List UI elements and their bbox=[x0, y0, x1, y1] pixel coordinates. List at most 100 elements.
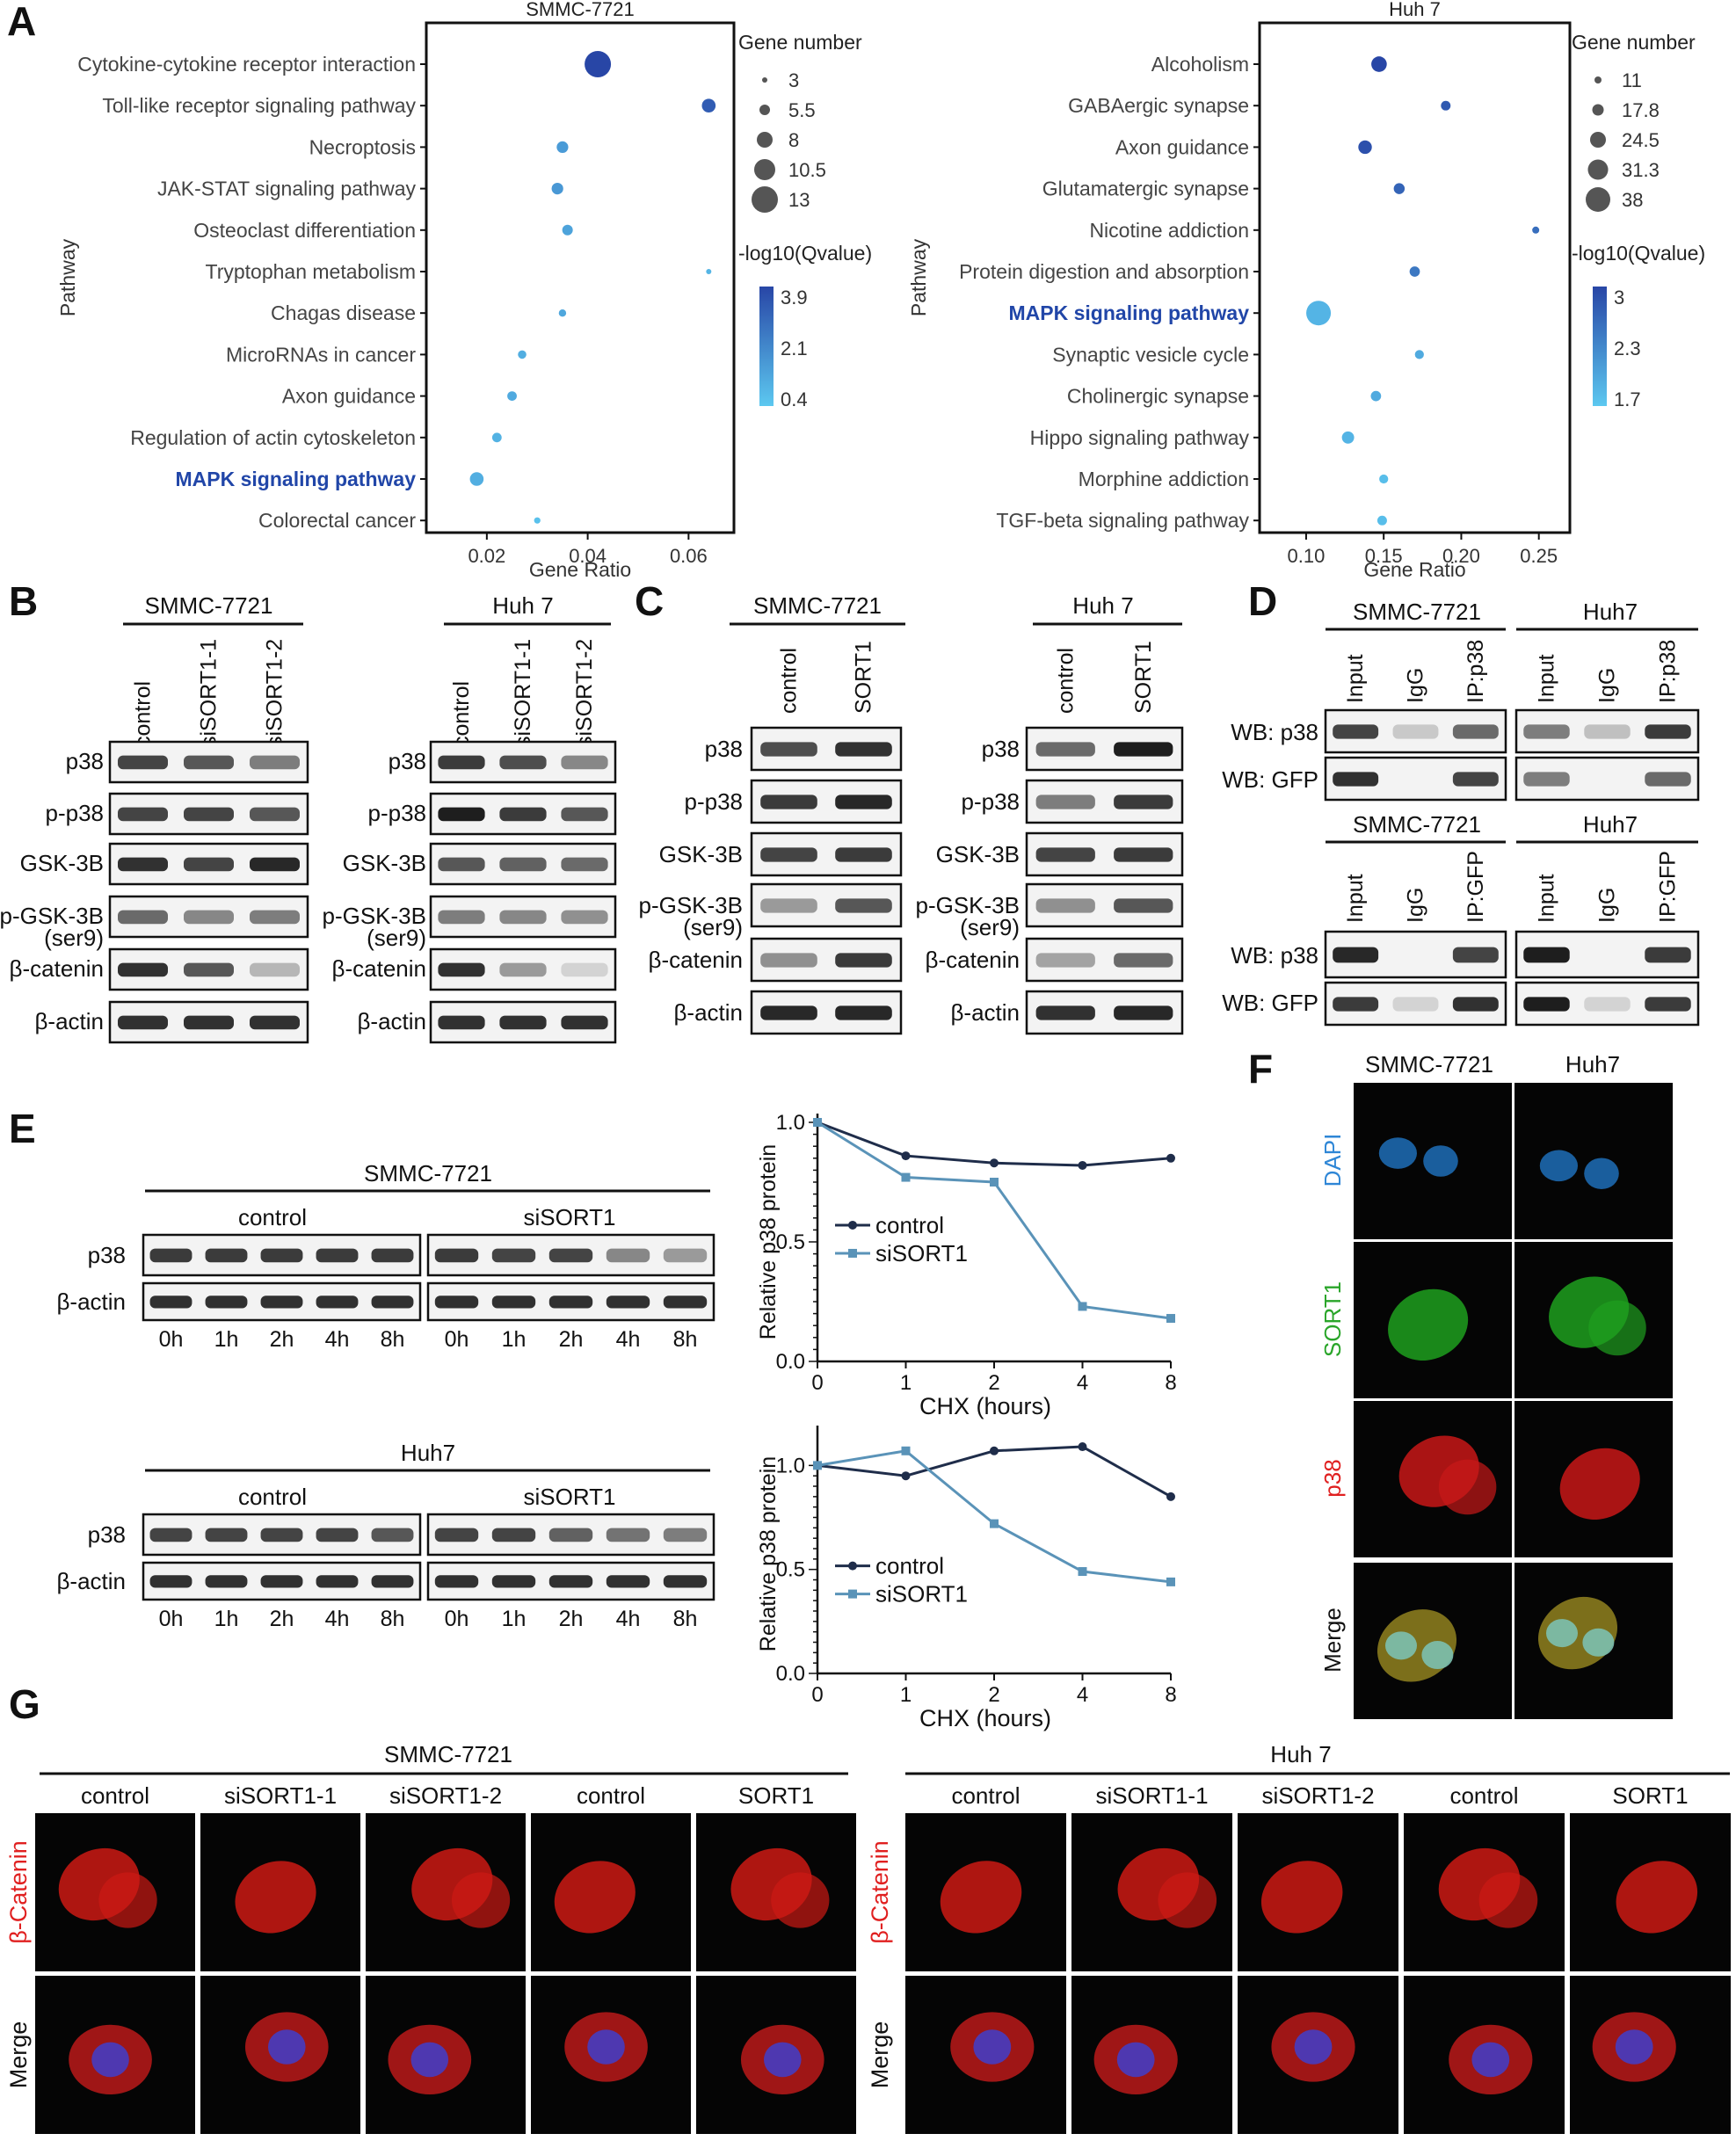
y-axis-label: Pathway bbox=[907, 238, 930, 316]
dotplot-left: SMMC-7721 Gene Ratio Pathway 0.02 0.04 0.06 Cy… bbox=[56, 0, 872, 581]
panel-b: SMMC-7721 control siSORT1-1 siSORT1-2 Huh 7 c… bbox=[0, 592, 617, 1044]
data-point bbox=[556, 141, 569, 153]
lane-label: IP:GFP bbox=[1464, 851, 1488, 923]
legend-color-label: 2.3 bbox=[1614, 337, 1641, 359]
row-label: GSK-3B bbox=[659, 841, 743, 867]
band bbox=[1584, 724, 1631, 739]
row-label: β-Catenin bbox=[5, 1840, 32, 1944]
band bbox=[760, 898, 817, 913]
row-label: β-catenin bbox=[926, 947, 1020, 973]
blot-wb-p38 bbox=[1324, 708, 1507, 754]
data-point bbox=[1414, 350, 1424, 359]
pathway-label: Regulation of actin cytoskeleton bbox=[130, 426, 416, 449]
band bbox=[205, 1528, 248, 1542]
row-label: p-p38 bbox=[962, 788, 1021, 815]
band bbox=[1452, 772, 1499, 787]
blot-p38 bbox=[750, 726, 903, 772]
blot-wb-p38 bbox=[1324, 930, 1507, 979]
panel-f: SMMC-7721 Huh7 DAPI SORT1 p38 Merge bbox=[1319, 1051, 1673, 1719]
x-tick-label: 0.25 bbox=[1520, 545, 1558, 567]
micrograph-merge bbox=[696, 1976, 856, 2134]
blot-wb-gfp bbox=[1514, 981, 1700, 1027]
legend-marker bbox=[848, 1589, 857, 1599]
micrograph-merge bbox=[531, 1976, 691, 2134]
micrograph-sort1 bbox=[1514, 1242, 1673, 1398]
series-point bbox=[1166, 1577, 1175, 1586]
group-title: Huh 7 bbox=[1072, 592, 1133, 619]
panel-letter-d: D bbox=[1248, 578, 1277, 624]
x-tick-label: 8 bbox=[1165, 1683, 1176, 1707]
legend-size-dot bbox=[1592, 104, 1604, 116]
series-point bbox=[990, 1178, 999, 1187]
nucleus bbox=[1116, 2042, 1155, 2078]
series-point bbox=[901, 1446, 911, 1455]
band bbox=[835, 898, 892, 913]
micrograph-beta-catenin bbox=[366, 1813, 526, 1971]
legend-color-title: -log10(Qvalue) bbox=[738, 242, 872, 265]
data-point bbox=[585, 51, 612, 77]
group-title: Huh 7 bbox=[492, 592, 553, 619]
blot-title: SMMC-7721 bbox=[364, 1160, 492, 1187]
row-label: GSK-3B bbox=[20, 850, 104, 876]
nucleus bbox=[1421, 1641, 1454, 1670]
band bbox=[548, 1248, 593, 1263]
band bbox=[760, 847, 817, 862]
y-tick-label: 1.0 bbox=[776, 1454, 805, 1477]
nucleus bbox=[91, 2042, 129, 2078]
row-label: WB: p38 bbox=[1231, 719, 1318, 745]
nucleus bbox=[267, 2029, 306, 2065]
band bbox=[760, 1005, 817, 1020]
legend-size-label: 11 bbox=[1622, 69, 1642, 91]
band bbox=[434, 1528, 479, 1542]
band bbox=[1584, 997, 1631, 1012]
row-label: p38 bbox=[88, 1242, 126, 1268]
row-label: WB: p38 bbox=[1231, 942, 1318, 969]
panel-letter-c: C bbox=[635, 578, 664, 624]
micrograph-merge bbox=[35, 1976, 195, 2134]
blot-β-catenin bbox=[429, 947, 617, 991]
row-label: β-actin bbox=[56, 1568, 126, 1594]
time-label: 2h bbox=[559, 1607, 584, 1631]
band bbox=[1452, 997, 1499, 1012]
band bbox=[499, 962, 547, 977]
micrograph-p38 bbox=[1354, 1401, 1512, 1557]
x-tick-label: 0.15 bbox=[1365, 545, 1403, 567]
band bbox=[371, 1248, 414, 1263]
panel-letter-g: G bbox=[9, 1681, 40, 1727]
band bbox=[438, 910, 485, 925]
band bbox=[118, 807, 168, 822]
blot-p38 bbox=[142, 1513, 422, 1557]
band bbox=[438, 1015, 485, 1030]
group-label: siSORT1 bbox=[524, 1484, 616, 1510]
pathway-label: Glutamatergic synapse bbox=[1042, 178, 1249, 200]
legend-color-label: 2.1 bbox=[781, 337, 808, 359]
column-label: siSORT1-1 bbox=[224, 1782, 337, 1809]
legend-size-dot bbox=[759, 105, 770, 115]
x-tick-label: 0.02 bbox=[468, 545, 505, 567]
pathway-label: JAK-STAT signaling pathway bbox=[157, 178, 417, 200]
pathway-label: Nicotine addiction bbox=[1089, 219, 1249, 242]
y-axis-label: Relative p38 protein bbox=[756, 1144, 781, 1339]
row-label: (ser9) bbox=[367, 925, 426, 951]
legend-marker bbox=[848, 1561, 857, 1571]
data-point bbox=[701, 98, 716, 112]
row-label: p-p38 bbox=[368, 800, 427, 826]
pathway-label: Axon guidance bbox=[1115, 135, 1249, 158]
blot-p38 bbox=[429, 740, 617, 784]
time-label: 8h bbox=[673, 1327, 698, 1352]
time-label: 1h bbox=[502, 1327, 527, 1352]
plot-frame bbox=[1258, 21, 1572, 534]
band bbox=[491, 1575, 536, 1588]
data-point bbox=[1341, 431, 1355, 444]
legend-size-dot bbox=[752, 186, 778, 213]
legend-size-label: 17.8 bbox=[1622, 99, 1660, 121]
data-point bbox=[1393, 183, 1406, 194]
band bbox=[118, 857, 168, 872]
blot-β-actin bbox=[750, 990, 903, 1035]
legend-size-dot bbox=[1586, 187, 1610, 212]
lane-label: control bbox=[1053, 648, 1078, 714]
lane-label: IgG bbox=[1595, 888, 1620, 923]
row-label: β-catenin bbox=[332, 955, 426, 982]
